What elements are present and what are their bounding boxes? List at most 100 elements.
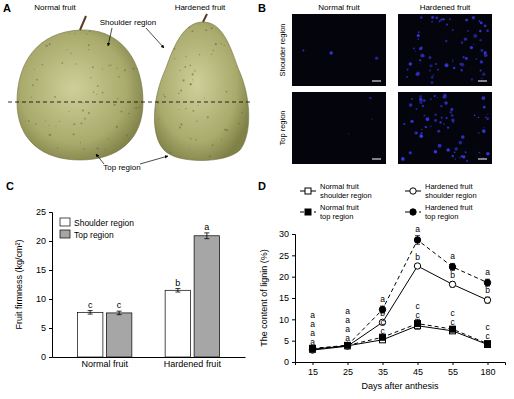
fluorescence-spot xyxy=(419,134,423,138)
fluorescence-spot xyxy=(419,59,421,61)
fluorescence-spot xyxy=(485,116,487,118)
y-tick-label: 5 xyxy=(41,323,46,333)
significance-letter: a xyxy=(204,222,209,232)
y-tick-label: 10 xyxy=(279,315,289,325)
annotation-arrow xyxy=(140,156,168,164)
fluorescence-spot xyxy=(482,157,483,158)
fluorescence-spot xyxy=(452,60,453,61)
series-line xyxy=(313,326,488,349)
speckle xyxy=(55,126,56,127)
speckle xyxy=(27,55,28,56)
fluorescence-spot xyxy=(449,18,451,20)
y-axis: 051015202530 xyxy=(279,229,296,367)
speckle xyxy=(192,79,193,80)
speckle xyxy=(170,152,172,154)
data-point xyxy=(450,326,456,332)
data-point xyxy=(484,297,490,303)
y-tick: 30 xyxy=(279,229,295,239)
speckle xyxy=(25,38,26,39)
significance-letter: a xyxy=(485,267,490,277)
speckle xyxy=(129,51,131,53)
data-point xyxy=(485,341,491,347)
speckle xyxy=(54,96,56,98)
speckle xyxy=(256,24,257,25)
significance-letter: b xyxy=(450,270,455,280)
significance-letter: c xyxy=(88,300,93,310)
fluorescence-spot xyxy=(480,60,483,63)
speckle xyxy=(163,94,164,95)
speckle xyxy=(261,79,263,81)
x-tick-label: 55 xyxy=(448,367,458,377)
scale-bar xyxy=(372,81,381,82)
speckle xyxy=(88,49,89,50)
speckle xyxy=(154,152,155,153)
fluorescence-spot xyxy=(421,129,423,131)
fluorescence-spot xyxy=(437,97,438,98)
fluorescence-spot xyxy=(475,58,477,60)
divider-line xyxy=(8,102,252,103)
y-tick-label: 5 xyxy=(284,336,289,346)
fluorescence-spot xyxy=(431,81,434,84)
fluorescence-spot xyxy=(441,117,443,119)
y-tick-mark xyxy=(292,319,295,320)
series-line xyxy=(313,324,488,349)
significance-letter: a xyxy=(310,328,315,338)
fluorescence-spot xyxy=(487,118,489,120)
panel-label: C xyxy=(6,180,14,192)
speckle xyxy=(248,158,249,159)
speckle xyxy=(132,67,134,69)
speckle xyxy=(211,54,212,55)
fluorescence-spot xyxy=(434,113,437,116)
speckle xyxy=(15,39,16,40)
fluorescence-spot xyxy=(409,151,412,154)
fluorescence-spot xyxy=(454,151,456,153)
speckle xyxy=(26,146,27,147)
speckle xyxy=(192,110,194,112)
y-tick-label: 15 xyxy=(36,265,46,275)
speckle xyxy=(161,31,163,33)
panel-label: A xyxy=(3,2,11,14)
fluorescence-spot xyxy=(423,99,426,102)
data-point xyxy=(344,342,350,348)
fluorescence-spot xyxy=(482,73,485,76)
speckle xyxy=(255,112,256,113)
fluorescence-spot xyxy=(483,127,484,128)
data-point xyxy=(485,342,491,348)
speckle xyxy=(212,144,214,146)
fluorescence-spot xyxy=(445,63,449,67)
speckle xyxy=(49,43,51,45)
fluorescence-spot xyxy=(418,31,420,33)
error-bar xyxy=(415,236,420,245)
fluorescence-spot xyxy=(302,49,304,51)
speckle xyxy=(34,69,35,70)
legend-swatch xyxy=(60,218,70,226)
significance-letter: b xyxy=(485,285,490,295)
speckle xyxy=(66,49,67,50)
fluorescence-spot xyxy=(419,95,422,98)
speckle xyxy=(126,134,128,136)
fluorescence-spot xyxy=(472,16,475,19)
bar xyxy=(77,312,102,357)
fluorescence-spot xyxy=(459,62,462,65)
speckle xyxy=(102,68,103,69)
significance-letter: c xyxy=(117,300,122,310)
fluorescence-spot xyxy=(461,41,464,44)
speckle xyxy=(75,63,76,64)
fluorescence-spot xyxy=(451,155,454,158)
fluorescence-spot xyxy=(486,29,489,32)
y-tick-mark xyxy=(49,241,52,242)
fluorescence-spot xyxy=(431,21,433,23)
speckle xyxy=(74,33,75,34)
speckle xyxy=(80,123,82,125)
y-tick-label: 20 xyxy=(36,236,46,246)
fluorescence-spot xyxy=(486,54,488,56)
fluorescence-spot xyxy=(410,120,413,123)
fluorescence-spot xyxy=(452,29,454,31)
speckle xyxy=(105,149,106,150)
error-bar xyxy=(204,233,209,239)
speckle xyxy=(164,96,166,98)
micrograph xyxy=(292,14,386,86)
speckle xyxy=(174,48,176,50)
speckle xyxy=(120,111,122,113)
speckle xyxy=(209,155,211,157)
